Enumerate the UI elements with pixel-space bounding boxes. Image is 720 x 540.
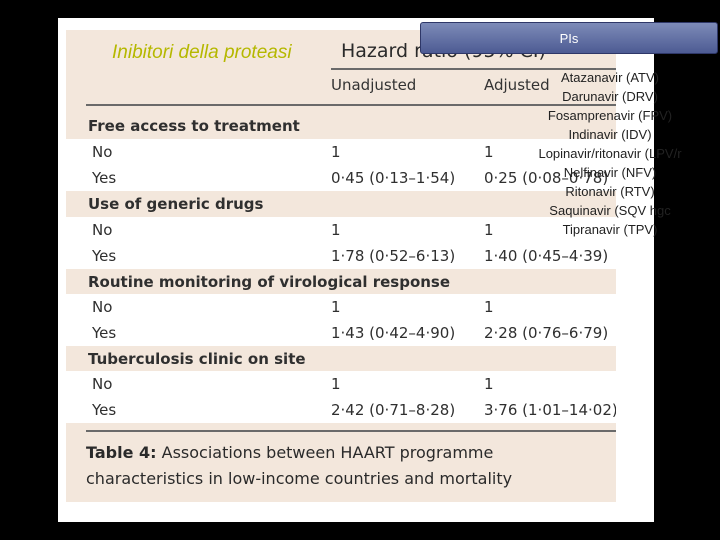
unadjusted-value: 1: [331, 375, 341, 393]
unadjusted-header: Unadjusted: [331, 76, 417, 94]
bottom-rule: [86, 430, 616, 432]
unadjusted-value: 1: [331, 143, 341, 161]
drug-item: Fosamprenavir (FPV): [547, 108, 673, 123]
adjusted-value: 1: [484, 143, 494, 161]
unadjusted-value: 1: [331, 298, 341, 316]
pis-label: PIs: [559, 31, 579, 46]
drug-item: Darunavir (DRV): [562, 89, 658, 104]
table-row: No 1 1: [66, 294, 616, 320]
pis-header-box: PIs: [420, 22, 718, 54]
row-label: Yes: [92, 247, 117, 265]
section-label: Use of generic drugs: [88, 192, 616, 216]
drug-item: Saquinavir (SQV hgc: [549, 203, 671, 218]
table-row: No 1 1: [66, 371, 616, 397]
adjusted-value: 1: [484, 221, 494, 239]
row-label: No: [92, 375, 113, 393]
table-row: Yes 0·45 (0·13–1·54) 0·25 (0·08–0·78): [66, 165, 616, 191]
table-row: No 1 1: [66, 217, 616, 243]
row-label: No: [92, 143, 113, 161]
drug-item: Lopinavir/ritonavir (LPV/r: [538, 146, 682, 161]
row-label: No: [92, 298, 113, 316]
adjusted-value: 1: [484, 375, 494, 393]
section-label: Free access to treatment: [88, 114, 616, 138]
unadjusted-value: 1: [331, 221, 341, 239]
adjusted-header: Adjusted: [484, 76, 550, 94]
adjusted-value: 1·40 (0·45–4·39): [484, 247, 609, 265]
adjusted-value: 3·76 (1·01–14·02): [484, 401, 616, 419]
drug-item: Tipranavir (TPV): [562, 222, 658, 237]
top-rule: [86, 104, 616, 106]
drug-list: Atazanavir (ATV) Darunavir (DRV) Fosampr…: [470, 68, 720, 239]
unadjusted-value: 1·43 (0·42–4·90): [331, 324, 456, 342]
slide-title: Inibitori della proteasi: [112, 42, 292, 63]
row-label: Yes: [92, 169, 117, 187]
table-row: Yes 1·43 (0·42–4·90) 2·28 (0·76–6·79): [66, 320, 616, 346]
unadjusted-value: 0·45 (0·13–1·54): [331, 169, 456, 187]
drug-item: Ritonavir (RTV): [565, 184, 655, 199]
row-label: Yes: [92, 401, 117, 419]
section-label: Tuberculosis clinic on site: [88, 347, 616, 371]
section-label: Routine monitoring of virological respon…: [88, 270, 616, 294]
header-rule: [331, 68, 616, 70]
table-row: Yes 2·42 (0·71–8·28) 3·76 (1·01–14·02): [66, 397, 616, 423]
table-row: No 1 1: [66, 139, 616, 165]
table-row: Yes 1·78 (0·52–6·13) 1·40 (0·45–4·39): [66, 243, 616, 269]
drug-item: Indinavir (IDV): [568, 127, 652, 142]
unadjusted-value: 2·42 (0·71–8·28): [331, 401, 456, 419]
caption-text: Associations between HAART programme cha…: [86, 443, 513, 488]
adjusted-value: 0·25 (0·08–0·78): [484, 169, 609, 187]
caption-label: Table 4:: [86, 443, 157, 462]
drug-item: Atazanavir (ATV): [560, 70, 659, 85]
row-label: Yes: [92, 324, 117, 342]
drug-item: Nelfinavir (NFV): [563, 165, 657, 180]
adjusted-value: 1: [484, 298, 494, 316]
unadjusted-value: 1·78 (0·52–6·13): [331, 247, 456, 265]
row-label: No: [92, 221, 113, 239]
table-image: Hazard ratio (95% CI) Unadjusted Adjuste…: [66, 30, 616, 502]
adjusted-value: 2·28 (0·76–6·79): [484, 324, 609, 342]
table-caption: Table 4: Associations between HAART prog…: [86, 440, 606, 492]
